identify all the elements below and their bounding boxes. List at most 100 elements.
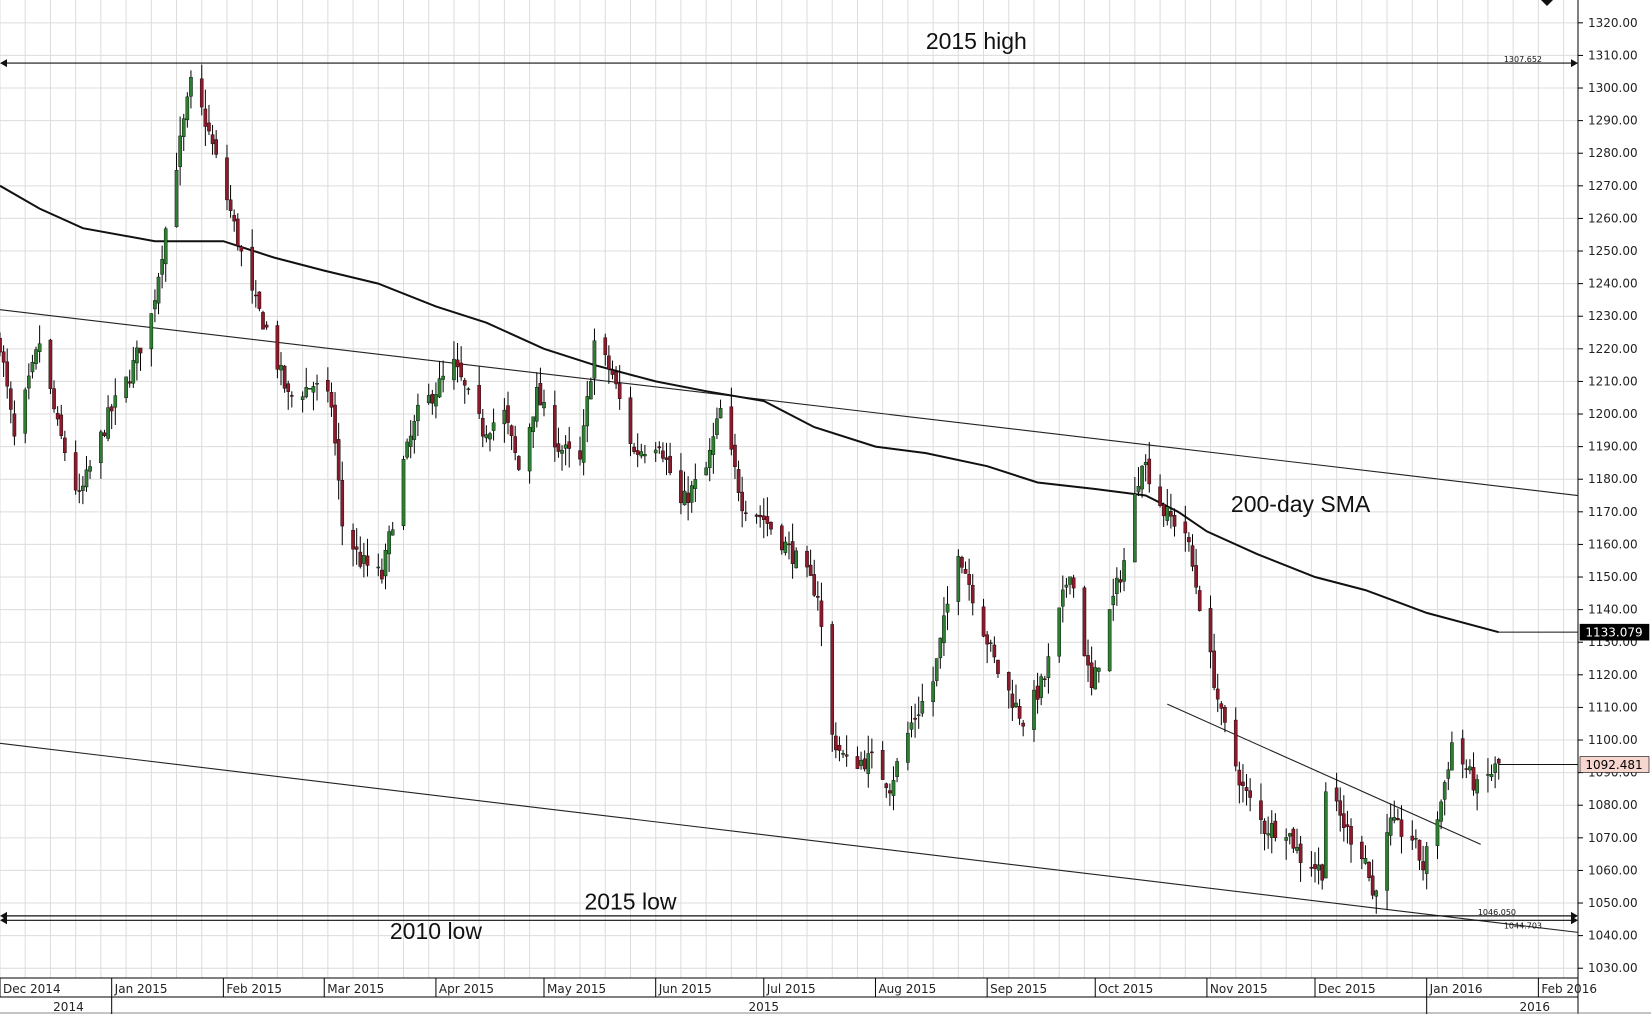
scroll-marker-icon	[1541, 0, 1553, 6]
candle-up	[1385, 832, 1389, 891]
candle-up	[704, 467, 708, 476]
candle-down	[1421, 861, 1425, 871]
candle-up	[1439, 801, 1443, 822]
candle-up	[311, 386, 316, 393]
candle-down	[862, 758, 867, 770]
y-tick-label: 1160.00	[1588, 537, 1638, 551]
price-tag	[1579, 756, 1650, 773]
year-label: 2015	[749, 1000, 780, 1014]
candle-down	[664, 457, 669, 460]
candle-down	[286, 383, 291, 392]
y-tick-label: 1080.00	[1588, 798, 1638, 812]
candle-up	[535, 387, 539, 422]
candle-up	[1107, 609, 1112, 672]
candle-down	[736, 469, 741, 493]
candle-down	[657, 446, 662, 449]
candle-up	[491, 422, 496, 431]
candle-up	[841, 752, 845, 755]
candle-down	[992, 644, 997, 658]
candle-down	[1262, 820, 1267, 834]
candle-down	[884, 783, 889, 789]
candle-down	[1118, 579, 1123, 583]
candle-down	[290, 395, 294, 397]
candle-down	[1042, 678, 1047, 680]
candle-down	[1248, 790, 1252, 798]
candle-down	[509, 425, 514, 437]
candle-down	[275, 325, 280, 370]
candle-up	[408, 435, 413, 447]
candle-up	[1374, 890, 1379, 897]
candle-down	[1367, 861, 1371, 878]
candle-down	[73, 452, 78, 491]
candle-up	[30, 361, 35, 373]
candle-down	[9, 388, 13, 410]
annotation-label: 2015 low	[584, 889, 676, 915]
candle-down	[1291, 828, 1296, 849]
candle-down	[333, 404, 337, 444]
candle-up	[149, 313, 154, 350]
candle-up	[916, 714, 921, 716]
candle-up	[866, 753, 871, 774]
candle-down	[740, 491, 744, 512]
candle-down	[1370, 875, 1375, 896]
candle-down	[556, 443, 561, 452]
candle-down	[250, 246, 254, 291]
candle-down	[336, 439, 341, 481]
candle-down	[1197, 590, 1202, 611]
price-tag-label: 1133.079	[1585, 626, 1642, 640]
candle-down	[1006, 671, 1011, 691]
candle-down	[282, 365, 287, 389]
y-tick-label: 1290.00	[1588, 114, 1638, 128]
candle-down	[1172, 515, 1177, 527]
candle-down	[55, 413, 60, 420]
candle-down	[578, 450, 582, 460]
candle-up	[945, 603, 950, 613]
candle-down	[138, 347, 143, 354]
candle-up	[315, 382, 319, 385]
candle-down	[743, 512, 748, 514]
candle-up	[891, 780, 896, 796]
candle-down	[1187, 537, 1191, 543]
candle-up	[84, 469, 89, 488]
candle-down	[632, 446, 636, 452]
candle-down	[1035, 685, 1040, 700]
candle-down	[77, 490, 82, 492]
year-label: 2014	[53, 1000, 84, 1014]
candle-down	[1089, 662, 1094, 689]
candle-up	[1316, 864, 1321, 871]
level-value-label: 1046.050	[1478, 908, 1516, 917]
annotation-label: 2010 low	[390, 918, 482, 944]
candle-up	[563, 444, 568, 449]
candle-up	[27, 375, 31, 389]
candle-down	[761, 515, 766, 520]
candle-up	[581, 425, 586, 463]
candle-down	[1223, 707, 1227, 723]
candle-up	[390, 529, 395, 536]
candle-up	[1493, 763, 1497, 773]
candle-down	[1313, 864, 1317, 869]
candle-up	[794, 550, 799, 569]
candle-up	[37, 343, 42, 352]
candle-up	[502, 409, 507, 425]
candle-up	[1057, 607, 1062, 657]
candle-down	[981, 606, 986, 637]
candle-down	[1399, 819, 1404, 837]
candle-down	[462, 380, 467, 386]
candle-down	[455, 359, 460, 368]
candle-up	[715, 418, 719, 435]
candle-down	[235, 218, 240, 247]
candle-down	[1298, 843, 1303, 863]
candle-up	[988, 642, 993, 645]
candle-down	[59, 414, 64, 436]
candle-down	[1, 351, 6, 363]
candle-up	[585, 396, 590, 427]
candle-up	[1122, 560, 1126, 582]
candle-down	[635, 450, 640, 455]
candle-down	[1496, 758, 1501, 764]
candle-up	[1061, 589, 1065, 607]
candle-up	[942, 615, 946, 644]
candle-down	[1320, 864, 1325, 881]
y-tick-label: 1180.00	[1588, 472, 1638, 486]
candle-up	[185, 96, 190, 120]
candle-up	[156, 276, 161, 304]
